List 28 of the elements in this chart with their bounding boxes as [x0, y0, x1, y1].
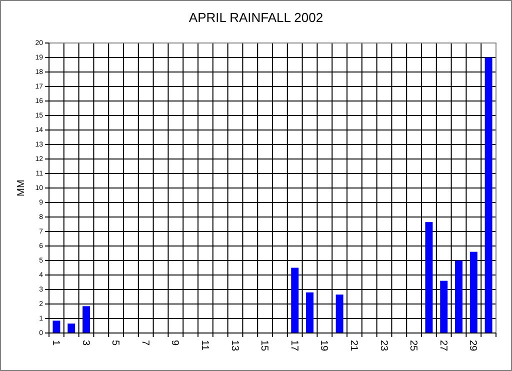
- bar: [68, 324, 76, 333]
- x-tick-label: 9: [169, 340, 180, 346]
- y-axis-title: MM: [16, 180, 27, 196]
- x-tick-label: 15: [258, 340, 270, 352]
- bar: [52, 320, 60, 333]
- x-tick-label: 25: [408, 340, 419, 352]
- bar: [82, 306, 90, 333]
- x-tick-label: 13: [228, 340, 240, 352]
- x-tick-label: 23: [378, 340, 389, 352]
- x-tick-label: 7: [139, 340, 150, 346]
- x-tick-label: 29: [467, 340, 478, 352]
- bar: [455, 260, 462, 333]
- x-tick-label: 21: [348, 340, 359, 352]
- x-tick-label: 27: [437, 340, 448, 352]
- x-tick-label: 11: [198, 340, 210, 351]
- bar: [336, 294, 344, 333]
- x-tick-label: 19: [318, 340, 330, 352]
- x-tick-label: 1: [50, 340, 61, 346]
- bar: [291, 268, 299, 333]
- bar: [306, 292, 314, 333]
- x-tick-label: 17: [288, 340, 300, 352]
- bar: [425, 222, 433, 333]
- bar: [440, 280, 448, 333]
- chart-title: APRIL RAINFALL 2002: [188, 10, 324, 25]
- bar: [470, 252, 478, 333]
- x-tick-label: 5: [110, 340, 121, 346]
- bar: [484, 58, 492, 333]
- x-tick-label: 3: [80, 340, 91, 346]
